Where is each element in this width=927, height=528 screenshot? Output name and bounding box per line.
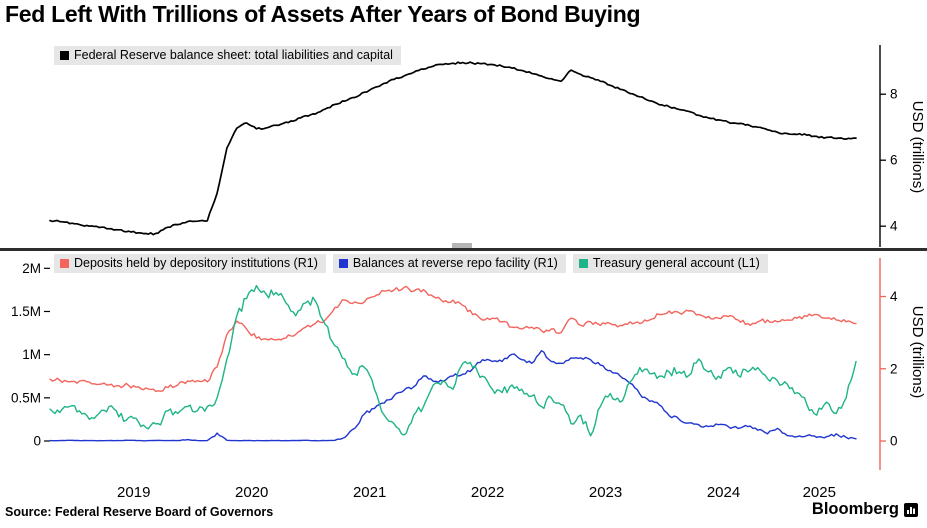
legend-item-reverse-repo: Balances at reverse repo facility (R1) [332, 254, 566, 273]
bottom-left-axis-tick-label: 0 [33, 434, 41, 449]
bottom-panel-legend: Deposits held by depository institutions… [54, 254, 768, 273]
legend-label-tga: Treasury general account (L1) [592, 256, 760, 270]
legend-label-reverse-repo: Balances at reverse repo facility (R1) [352, 256, 558, 270]
bottom-right-axis-tick-label: 4 [890, 289, 898, 304]
x-axis-year-label: 2020 [235, 484, 268, 501]
legend-label-deposits: Deposits held by depository institutions… [74, 256, 318, 270]
bloomberg-terminal-icon [904, 502, 918, 517]
top-axis-tick-label: 6 [890, 153, 898, 168]
legend-label-balance-sheet: Federal Reserve balance sheet: total lia… [74, 48, 393, 62]
legend-item-deposits: Deposits held by depository institutions… [54, 254, 326, 273]
bottom-right-axis-tick-label: 0 [890, 434, 898, 449]
bottom-left-axis-tick-label: 2M [22, 261, 41, 276]
x-axis-year-label: 2019 [117, 484, 150, 501]
legend-swatch-deposits-icon [60, 258, 69, 268]
top-axis-title: USD (trillions) [909, 101, 926, 194]
bloomberg-logo: Bloomberg [812, 500, 918, 519]
bottom-right-axis-tick-label: 2 [890, 361, 898, 376]
legend-item-tga: Treasury general account (L1) [572, 254, 768, 273]
tga-line [49, 284, 857, 437]
legend-swatch-tga-icon [578, 258, 588, 268]
balance-sheet-line [49, 61, 857, 236]
x-axis-year-label: 2021 [353, 484, 386, 501]
source-note: Source: Federal Reserve Board of Governo… [5, 505, 274, 519]
deposits-line [49, 285, 857, 393]
reverse-repo-line [49, 350, 857, 442]
top-axis-tick-label: 4 [890, 219, 898, 234]
panel-divider [0, 248, 927, 251]
top-panel-legend: Federal Reserve balance sheet: total lia… [54, 46, 401, 65]
bottom-axis-title: USD (trillions) [909, 306, 926, 399]
bloomberg-wordmark: Bloomberg [811, 500, 899, 518]
legend-swatch-balance-sheet-icon [60, 50, 69, 60]
legend-item-balance-sheet: Federal Reserve balance sheet: total lia… [54, 46, 401, 65]
bottom-left-axis-tick-label: 0.5M [11, 390, 41, 405]
bottom-left-axis-tick-label: 1.5M [11, 304, 41, 319]
panel-resize-handle[interactable] [452, 243, 472, 248]
bottom-left-axis-tick-label: 1M [22, 347, 41, 362]
x-axis-year-label: 2024 [707, 484, 740, 501]
legend-swatch-reverse-repo-icon [338, 258, 348, 268]
top-axis-tick-label: 8 [890, 87, 898, 102]
chart-title: Fed Left With Trillions of Assets After … [5, 1, 641, 27]
x-axis-year-label: 2022 [471, 484, 504, 501]
x-axis-year-label: 2023 [589, 484, 622, 501]
x-axis-year-label: 2025 [803, 484, 836, 501]
